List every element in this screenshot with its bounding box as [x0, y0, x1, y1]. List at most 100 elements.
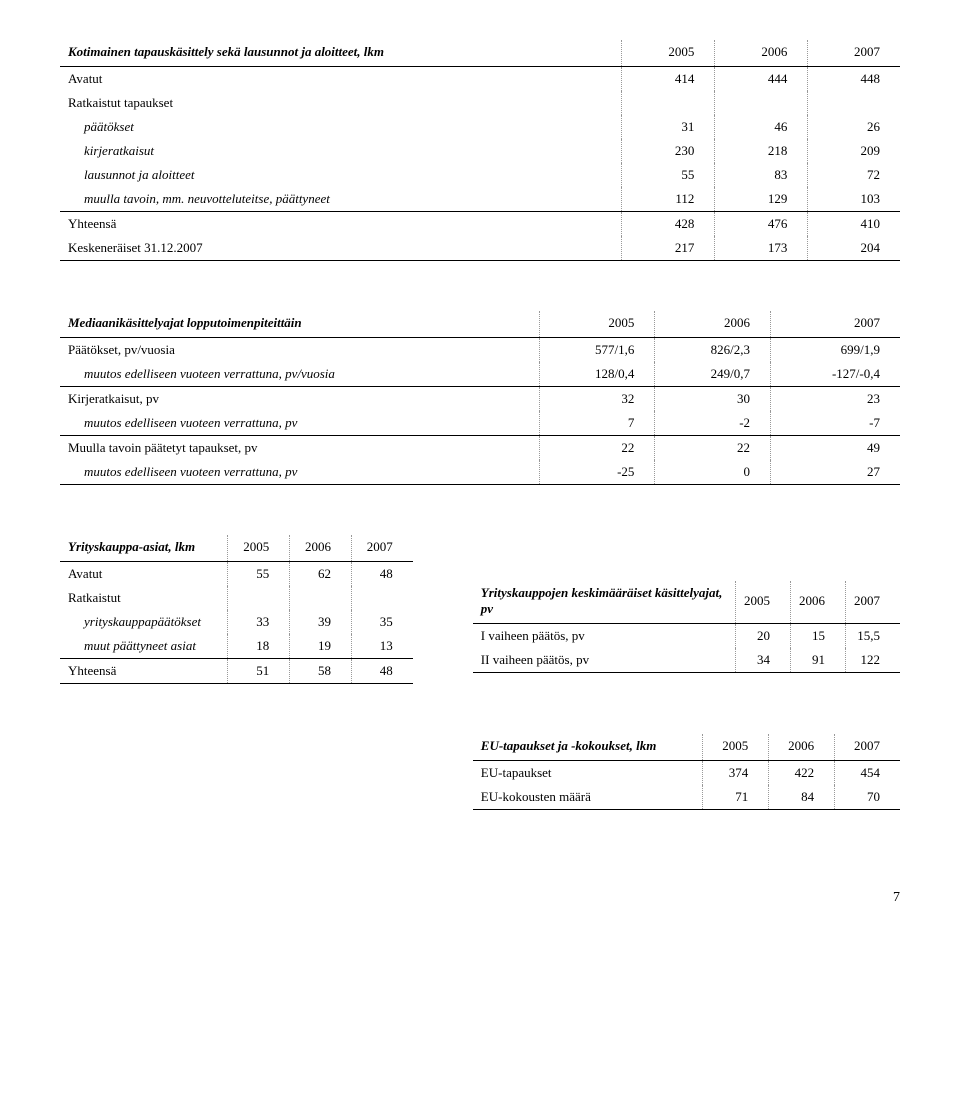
row-val: 0	[655, 460, 771, 485]
table4-title: Yrityskauppojen keskimääräiset käsittely…	[473, 581, 736, 624]
row-val: 33	[228, 610, 290, 634]
table5-year-0: 2005	[703, 734, 769, 761]
table1: Kotimainen tapauskäsittely sekä lausunno…	[60, 40, 900, 261]
row-label: Päätökset, pv/vuosia	[60, 338, 539, 363]
table-row: päätökset 31 46 26	[60, 115, 900, 139]
row-label: muutos edelliseen vuoteen verrattuna, pv	[60, 411, 539, 436]
table1-title: Kotimainen tapauskäsittely sekä lausunno…	[60, 40, 622, 67]
row-val: 410	[808, 212, 900, 237]
table4-header: Yrityskauppojen keskimääräiset käsittely…	[473, 581, 900, 624]
table-row: lausunnot ja aloitteet 55 83 72	[60, 163, 900, 187]
row-val: 46	[715, 115, 808, 139]
row-label: I vaiheen päätös, pv	[473, 624, 736, 649]
row-val: 122	[846, 648, 901, 673]
table-row: Avatut 414 444 448	[60, 67, 900, 92]
row-val: 129	[715, 187, 808, 212]
table2-body: Päätökset, pv/vuosia 577/1,6 826/2,3 699…	[60, 338, 900, 485]
row-val: 55	[622, 163, 715, 187]
table3-title: Yrityskauppa-asiat, lkm	[60, 535, 228, 562]
table-row: Ratkaistut tapaukset	[60, 91, 900, 115]
row-label: Ratkaistut tapaukset	[60, 91, 622, 115]
row-label: lausunnot ja aloitteet	[60, 163, 622, 187]
table-row: Yhteensä 51 58 48	[60, 659, 413, 684]
table-row: Päätökset, pv/vuosia 577/1,6 826/2,3 699…	[60, 338, 900, 363]
row-val: 22	[539, 436, 655, 461]
table5-title: EU-tapaukset ja -kokoukset, lkm	[473, 734, 703, 761]
row-label: yrityskauppapäätökset	[60, 610, 228, 634]
row-val: 19	[290, 634, 352, 659]
table-row: II vaiheen päätös, pv 34 91 122	[473, 648, 900, 673]
page-number: 7	[60, 890, 900, 906]
table-row: muutos edelliseen vuoteen verrattuna, pv…	[60, 362, 900, 387]
row-val: 22	[655, 436, 771, 461]
row-val: 51	[228, 659, 290, 684]
row-val: 84	[769, 785, 835, 810]
row-label: Kirjeratkaisut, pv	[60, 387, 539, 412]
table1-year-2: 2007	[808, 40, 900, 67]
row-val: 71	[703, 785, 769, 810]
row-val: 826/2,3	[655, 338, 771, 363]
row-label: päätökset	[60, 115, 622, 139]
tables-3-4-row: Yrityskauppa-asiat, lkm 2005 2006 2007 A…	[60, 535, 900, 684]
table5-year-1: 2006	[769, 734, 835, 761]
row-val: 13	[352, 634, 413, 659]
row-label: Ratkaistut	[60, 586, 228, 610]
row-val: 173	[715, 236, 808, 261]
row-val: 209	[808, 139, 900, 163]
table4-year-2: 2007	[846, 581, 901, 624]
table2-table: Mediaanikäsittelyajat lopputoimenpiteitt…	[60, 311, 900, 485]
table-row: muut päättyneet asiat 18 19 13	[60, 634, 413, 659]
row-val: 444	[715, 67, 808, 92]
table3-table: Yrityskauppa-asiat, lkm 2005 2006 2007 A…	[60, 535, 413, 684]
table4-year-1: 2006	[791, 581, 846, 624]
row-val: 20	[736, 624, 791, 649]
table-row: muulla tavoin, mm. neuvotteluteitse, pää…	[60, 187, 900, 212]
row-val: -127/-0,4	[771, 362, 900, 387]
row-label: EU-kokousten määrä	[473, 785, 703, 810]
row-label: Avatut	[60, 562, 228, 587]
row-label: Keskeneräiset 31.12.2007	[60, 236, 622, 261]
table2-year-1: 2006	[655, 311, 771, 338]
row-val: 249/0,7	[655, 362, 771, 387]
row-val: 218	[715, 139, 808, 163]
table2-year-2: 2007	[771, 311, 900, 338]
row-label: muutos edelliseen vuoteen verrattuna, pv…	[60, 362, 539, 387]
table3-year-0: 2005	[228, 535, 290, 562]
row-val	[352, 586, 413, 610]
table3-footer: Yhteensä 51 58 48	[60, 659, 413, 684]
row-val: 32	[539, 387, 655, 412]
row-val: 55	[228, 562, 290, 587]
table-row: kirjeratkaisut 230 218 209	[60, 139, 900, 163]
table2-year-0: 2005	[539, 311, 655, 338]
row-val: 27	[771, 460, 900, 485]
row-val: 35	[352, 610, 413, 634]
row-val: 70	[835, 785, 900, 810]
table1-year-1: 2006	[715, 40, 808, 67]
table-row: yrityskauppapäätökset 33 39 35	[60, 610, 413, 634]
table-row: muutos edelliseen vuoteen verrattuna, pv…	[60, 411, 900, 436]
table5-year-2: 2007	[835, 734, 900, 761]
row-val	[715, 91, 808, 115]
row-val: 414	[622, 67, 715, 92]
row-val: 112	[622, 187, 715, 212]
row-label: Muulla tavoin päätetyt tapaukset, pv	[60, 436, 539, 461]
row-val: 49	[771, 436, 900, 461]
row-val: -25	[539, 460, 655, 485]
row-val: 374	[703, 761, 769, 786]
table3-body: Avatut 55 62 48 Ratkaistut yrityskauppap…	[60, 562, 413, 659]
table5-table: EU-tapaukset ja -kokoukset, lkm 2005 200…	[473, 734, 900, 810]
row-val: 23	[771, 387, 900, 412]
row-label: Avatut	[60, 67, 622, 92]
table1-year-0: 2005	[622, 40, 715, 67]
table-row: Keskeneräiset 31.12.2007 217 173 204	[60, 236, 900, 261]
row-val: 91	[791, 648, 846, 673]
row-val	[808, 91, 900, 115]
row-val: 30	[655, 387, 771, 412]
table3-year-2: 2007	[352, 535, 413, 562]
row-val: -7	[771, 411, 900, 436]
table4: Yrityskauppojen keskimääräiset käsittely…	[473, 535, 900, 684]
row-val: 454	[835, 761, 900, 786]
row-val: 217	[622, 236, 715, 261]
row-label: Yhteensä	[60, 659, 228, 684]
row-label: muut päättyneet asiat	[60, 634, 228, 659]
